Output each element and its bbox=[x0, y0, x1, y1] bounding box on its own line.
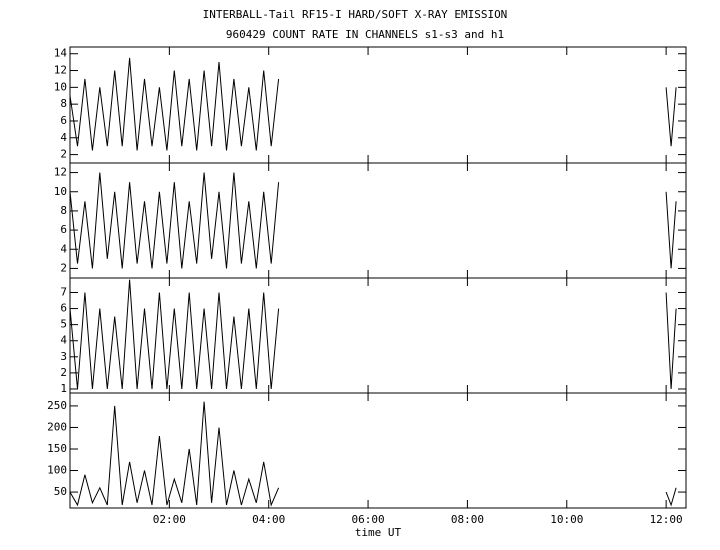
y-tick-label: 4 bbox=[60, 131, 67, 144]
y-tick-label: 2 bbox=[60, 366, 67, 379]
y-tick-label: 2 bbox=[60, 261, 67, 274]
y-tick-label: 12 bbox=[54, 166, 67, 179]
data-line bbox=[69, 57, 677, 151]
x-axis-label: time UT bbox=[355, 526, 402, 539]
y-tick-label: 12 bbox=[54, 64, 67, 77]
y-tick-label: 50 bbox=[54, 485, 67, 498]
panel-frame bbox=[69, 392, 687, 509]
panel-frame bbox=[69, 46, 687, 164]
x-tick-label: 02:00 bbox=[153, 513, 186, 526]
y-tick-label: 100 bbox=[47, 464, 67, 477]
chart-subtitle: 960429 COUNT RATE IN CHANNELS s1-s3 and … bbox=[226, 28, 504, 41]
y-tick-label: 7 bbox=[60, 285, 67, 298]
y-tick-label: 6 bbox=[60, 223, 67, 236]
y-tick-label: 6 bbox=[60, 302, 67, 315]
y-tick-label: 6 bbox=[60, 114, 67, 127]
y-tick-label: 250 bbox=[47, 399, 67, 412]
x-tick-label: 04:00 bbox=[252, 513, 285, 526]
y-tick-label: 1 bbox=[60, 382, 67, 395]
data-line bbox=[69, 401, 677, 507]
chart-title: INTERBALL-Tail RF15-I HARD/SOFT X-RAY EM… bbox=[203, 8, 508, 21]
x-tick-label: 08:00 bbox=[451, 513, 484, 526]
y-tick-label: 10 bbox=[54, 185, 67, 198]
y-tick-label: 5 bbox=[60, 318, 67, 331]
y-tick-label: 14 bbox=[54, 47, 68, 60]
y-tick-label: 4 bbox=[60, 242, 67, 255]
y-tick-label: 8 bbox=[60, 97, 67, 110]
y-tick-label: 4 bbox=[60, 334, 67, 347]
x-tick-label: 10:00 bbox=[550, 513, 583, 526]
data-line bbox=[69, 172, 677, 269]
x-tick-label: 06:00 bbox=[352, 513, 385, 526]
y-tick-label: 2 bbox=[60, 148, 67, 161]
y-tick-label: 150 bbox=[47, 442, 67, 455]
y-tick-label: 10 bbox=[54, 80, 67, 93]
y-tick-label: 8 bbox=[60, 204, 67, 217]
y-tick-label: 3 bbox=[60, 350, 67, 363]
data-line bbox=[69, 279, 677, 390]
y-tick-label: 200 bbox=[47, 420, 67, 433]
x-tick-label: 12:00 bbox=[650, 513, 683, 526]
